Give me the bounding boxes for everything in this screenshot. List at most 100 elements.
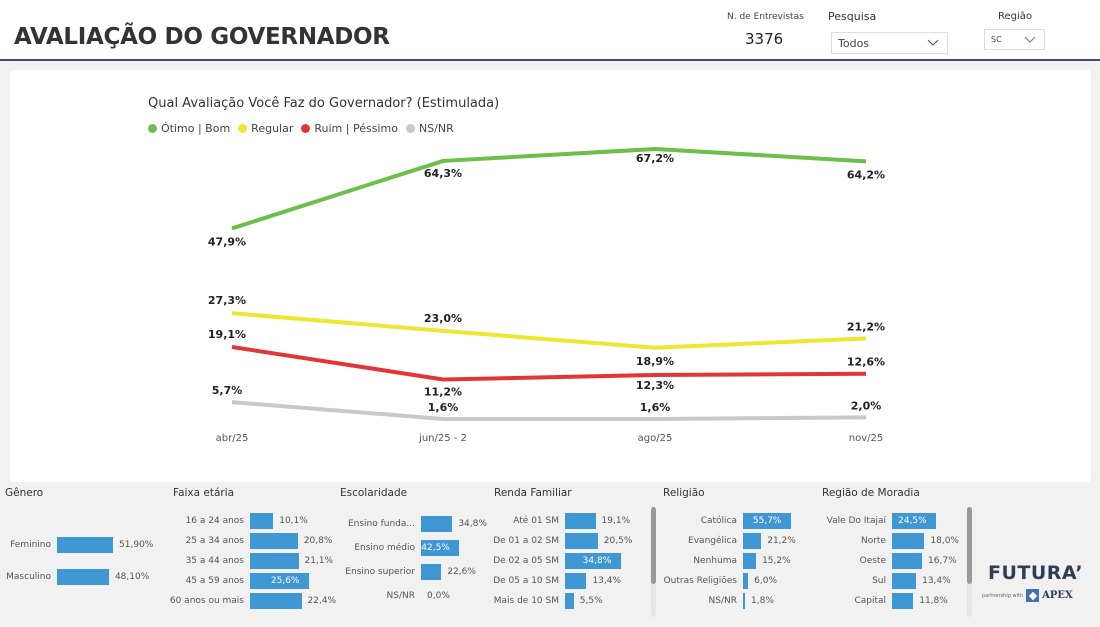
bar[interactable] [57, 537, 114, 553]
bar-label: Oeste [859, 556, 886, 566]
data-label: 1,6% [640, 401, 671, 414]
bar-label: Outras Religiões [663, 576, 737, 586]
data-label: 5,7% [212, 384, 243, 397]
legend-marker [405, 124, 415, 133]
data-label: 23,0% [424, 312, 462, 325]
series-line [231, 344, 867, 382]
x-tick-label: ago/25 [638, 433, 673, 444]
chevron-down-icon [927, 39, 939, 46]
panel-title: Faixa etária [173, 487, 235, 499]
panel-title: Região de Moradia [822, 487, 920, 499]
data-label: 2,0% [851, 399, 882, 412]
page-title: AVALIAÇÃO DO GOVERNADOR [14, 24, 390, 50]
chevron-down-icon [1024, 36, 1036, 43]
bar-label: 25 a 34 anos [185, 536, 244, 546]
bar[interactable] [565, 513, 596, 529]
bar-label: NS/NR [708, 596, 737, 606]
bar[interactable] [565, 573, 587, 589]
bar-label: Católica [700, 516, 737, 526]
bar[interactable] [421, 540, 460, 556]
regiao-value: SC [991, 35, 1002, 44]
bar-value: 55,7% [752, 516, 782, 526]
bar[interactable] [250, 533, 298, 549]
chart-title: Qual Avaliação Você Faz do Governador? (… [148, 96, 500, 111]
series-line [231, 146, 867, 231]
series-line [231, 311, 867, 350]
legend-label: Regular [251, 122, 294, 135]
x-tick-label: abr/25 [216, 433, 249, 444]
bar-label: 60 anos ou mais [169, 596, 244, 606]
bar[interactable] [250, 553, 299, 569]
bar-label: De 05 a 10 SM [493, 576, 559, 586]
bar[interactable] [565, 553, 621, 569]
bar[interactable] [421, 564, 442, 580]
bar[interactable] [892, 533, 925, 549]
bar[interactable] [743, 573, 749, 589]
bar[interactable] [565, 593, 574, 609]
bar-label: Feminino [10, 540, 51, 550]
bar-label: Mais de 10 SM [493, 596, 559, 606]
legend-label: Ótimo | Bom [161, 122, 231, 135]
bar-value: 20,5% [603, 536, 633, 546]
bar[interactable] [250, 513, 274, 529]
legend-item[interactable]: Ótimo | Bom [148, 122, 230, 135]
legend-item[interactable]: Ruim | Péssimo [301, 122, 398, 135]
bar[interactable] [743, 533, 762, 549]
bar-value: 5,5% [579, 596, 603, 606]
legend-item[interactable]: NS/NR [405, 122, 454, 135]
bar-value: 10,1% [279, 516, 308, 526]
regiao-dropdown[interactable]: SC [984, 29, 1045, 50]
bar-value: 21,2% [767, 536, 796, 546]
bar-value: 48,10% [114, 572, 150, 582]
partner-logo: partnership with APEX [982, 589, 1073, 602]
bar[interactable] [250, 573, 309, 589]
bar-label: De 01 a 02 SM [493, 536, 559, 546]
bar-value: 22,6% [447, 567, 476, 577]
data-label: 12,6% [847, 356, 885, 369]
bar-value: 16,7% [928, 556, 957, 566]
bar[interactable] [57, 569, 109, 585]
data-label: 11,2% [424, 385, 462, 398]
panel-title: Religião [663, 487, 705, 499]
bar-value: 15,2% [762, 556, 791, 566]
bar[interactable] [743, 553, 757, 569]
bar-value: 22,4% [307, 596, 337, 606]
legend-marker [148, 124, 157, 133]
bar-value: 34,8% [458, 519, 487, 529]
bar-label: Ensino funda... [347, 519, 415, 529]
bar-value: 20,8% [303, 536, 333, 546]
bar-label: Norte [860, 536, 886, 546]
bar-value: 34,8% [582, 556, 612, 566]
bar-label: NS/NR [386, 591, 415, 601]
bar-value: 21,1% [304, 556, 334, 566]
bar-label: Ensino superior [345, 567, 415, 577]
bar-value: 19,1% [601, 516, 631, 526]
scrollbar[interactable] [967, 507, 972, 617]
legend-item[interactable]: Regular [238, 122, 293, 135]
pesquisa-dropdown[interactable]: Todos [831, 32, 948, 54]
bar[interactable] [421, 516, 453, 532]
chart-card [10, 70, 1091, 482]
bar[interactable] [892, 513, 937, 529]
interviews-count: 3376 [745, 30, 784, 48]
header: AVALIAÇÃO DO GOVERNADOR N. de Entrevista… [0, 0, 1100, 61]
data-label: 1,6% [428, 401, 459, 414]
bar-label: De 02 a 05 SM [493, 556, 559, 566]
bar[interactable] [892, 573, 917, 589]
data-label: 18,9% [636, 355, 674, 368]
scrollbar[interactable] [651, 507, 656, 617]
bar-value: 24,5% [898, 516, 927, 526]
bar[interactable] [743, 593, 745, 609]
bar[interactable] [743, 513, 791, 529]
bar[interactable] [892, 553, 923, 569]
x-tick-label: jun/25 - 2 [418, 433, 467, 444]
bar[interactable] [250, 593, 302, 609]
bar[interactable] [892, 593, 914, 609]
apex-icon [1026, 589, 1040, 602]
bar-label: Vale Do Itajaí [826, 516, 886, 526]
bar-label: Ensino médio [354, 543, 415, 553]
data-label: 67,2% [636, 152, 674, 165]
data-label: 19,1% [208, 328, 246, 341]
bar[interactable] [565, 533, 598, 549]
